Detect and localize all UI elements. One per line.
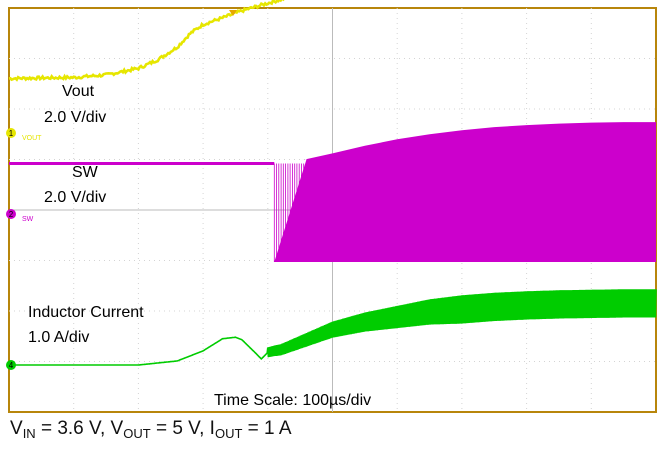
vout-symbol: V: [110, 418, 124, 439]
sw-scale-label: 2.0 V/div: [44, 189, 106, 206]
test-conditions-caption: VIN = 3.6 V, VOUT = 5 V, IOUT = 1 A: [10, 418, 292, 441]
vin-symbol: V: [10, 418, 23, 439]
vout-subscript: OUT: [123, 426, 151, 441]
vout-trace: [8, 0, 285, 82]
channel-2-number: 2: [9, 210, 14, 219]
iout-symbol: I: [209, 418, 215, 439]
vin-subscript: IN: [22, 426, 36, 441]
channel-markers: 1 VOUT 2 SW 4: [6, 128, 42, 370]
sw-trace-switching: [274, 122, 656, 262]
trigger-marker-icon: [229, 10, 237, 16]
vout-label: Vout: [62, 83, 95, 100]
channel-1-tag: VOUT: [22, 135, 42, 142]
channel-1-marker-icon: [6, 128, 16, 138]
sw-label: SW: [72, 164, 99, 181]
inductor-current-scale-label: 1.0 A/div: [28, 329, 89, 346]
channel-2-tag: SW: [22, 216, 34, 223]
vin-value: = 3.6 V,: [35, 418, 111, 439]
vout-value: = 5 V,: [150, 418, 210, 439]
iout-value: = 1 A: [242, 418, 292, 439]
sw-trace-burst-spikes: [273, 163, 307, 262]
channel-4-number: 4: [9, 361, 14, 370]
channel-4-marker-icon: [6, 360, 16, 370]
channel-1-number: 1: [9, 129, 14, 138]
time-scale-label: Time Scale: 100µs/div: [214, 392, 371, 409]
vout-scale-label: 2.0 V/div: [44, 109, 106, 126]
inductor-current-label: Inductor Current: [28, 304, 144, 321]
channel-2-marker-icon: [6, 209, 16, 219]
inductor-current-trace: [9, 289, 657, 366]
iout-subscript: OUT: [214, 426, 243, 441]
traces: [8, 0, 657, 366]
